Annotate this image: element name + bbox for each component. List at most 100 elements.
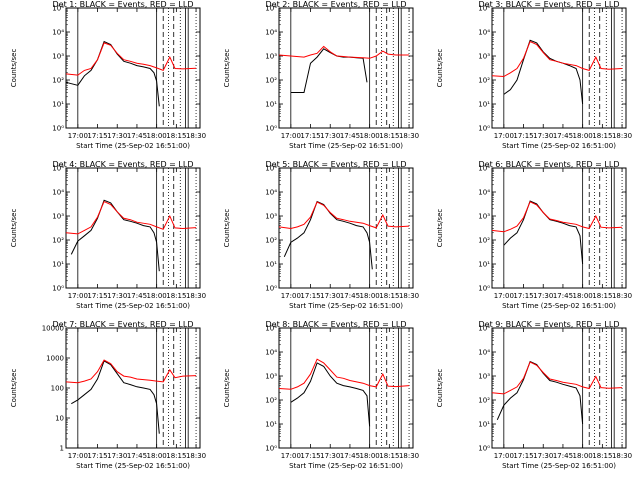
x-tick-label: 17:45	[127, 452, 147, 460]
y-tick-label: 10²	[478, 397, 490, 405]
y-tick-label: 10⁵	[478, 5, 490, 13]
x-tick-label: 18:00	[573, 132, 593, 140]
y-tick-label: 10000	[42, 325, 64, 333]
y-tick-label: 10⁴	[265, 189, 277, 197]
plot-frame	[491, 167, 627, 289]
x-tick-label: 18:00	[573, 452, 593, 460]
x-tick-label: 17:00	[68, 292, 88, 300]
series-lld-line	[491, 201, 623, 233]
y-tick-label: 10⁰	[52, 125, 64, 133]
detector-chart-5: Det 5: BLACK = Events, RED = LLD 10⁰ 10¹ 10…	[223, 160, 419, 310]
y-tick-label: 10⁵	[52, 5, 64, 13]
y-tick-label: 10²	[265, 237, 277, 245]
chart-title: Det 2: BLACK = Events, RED = LLD	[266, 0, 407, 9]
x-tick-label: 17:15	[300, 292, 320, 300]
x-tick-label: 18:15	[592, 132, 612, 140]
y-axis-label: Counts/sec	[10, 49, 18, 88]
x-tick-label: 18:00	[147, 132, 167, 140]
plot-frame	[491, 7, 627, 129]
x-tick-label: 18:30	[612, 452, 632, 460]
x-tick-label: 17:15	[300, 452, 320, 460]
y-axis-label: Counts/sec	[436, 49, 444, 88]
y-axis-label: Counts/sec	[10, 209, 18, 248]
y-tick-label: 10⁰	[265, 125, 277, 133]
chart-title: Det 5: BLACK = Events, RED = LLD	[266, 160, 407, 169]
x-tick-label: 17:30	[320, 132, 340, 140]
x-tick-label: 17:00	[494, 292, 514, 300]
y-tick-label: 10	[55, 415, 64, 423]
x-tick-label: 17:15	[513, 292, 533, 300]
plot-frame	[278, 7, 414, 129]
x-tick-label: 17:30	[320, 452, 340, 460]
x-axis-label: Start Time (25-Sep-02 16:51:00)	[502, 142, 616, 150]
x-tick-label: 17:00	[281, 132, 301, 140]
y-tick-label: 10²	[52, 237, 64, 245]
y-axis-label: Counts/sec	[436, 209, 444, 248]
x-tick-label: 17:15	[87, 132, 107, 140]
y-tick-label: 10¹	[265, 101, 277, 109]
y-tick-label: 10³	[52, 53, 64, 61]
y-axis-label: Counts/sec	[223, 369, 231, 408]
x-tick-label: 17:30	[107, 292, 127, 300]
plot-frame	[491, 327, 627, 449]
series-events-line	[283, 200, 373, 270]
x-tick-label: 18:30	[186, 452, 206, 460]
y-tick-label: 10⁰	[478, 445, 490, 453]
x-tick-label: 18:15	[166, 292, 186, 300]
series-lld-line	[65, 42, 197, 76]
x-tick-label: 18:00	[147, 292, 167, 300]
detector-chart-3: Det 3: BLACK = Events, RED = LLD 10⁰ 10¹ 10…	[436, 0, 632, 150]
plot-frame	[278, 167, 414, 289]
y-tick-label: 10⁵	[478, 325, 490, 333]
x-tick-label: 17:15	[513, 132, 533, 140]
y-tick-label: 10⁵	[265, 165, 277, 173]
y-tick-label: 10⁴	[265, 29, 277, 37]
series-lld-line	[491, 40, 623, 78]
x-tick-label: 18:15	[379, 132, 399, 140]
chart-title: Det 4: BLACK = Events, RED = LLD	[53, 160, 194, 169]
y-tick-label: 10⁵	[52, 165, 64, 173]
x-tick-label: 17:30	[107, 452, 127, 460]
series-events-line	[70, 199, 160, 272]
x-tick-label: 17:30	[533, 452, 553, 460]
x-axis-label: Start Time (25-Sep-02 16:51:00)	[76, 302, 190, 310]
x-tick-label: 18:30	[399, 132, 419, 140]
y-tick-label: 10¹	[478, 261, 490, 269]
x-tick-label: 17:00	[494, 452, 514, 460]
x-tick-label: 18:00	[360, 132, 380, 140]
x-tick-label: 18:30	[186, 132, 206, 140]
y-tick-label: 10³	[478, 53, 490, 61]
x-tick-label: 17:00	[68, 132, 88, 140]
x-axis-label: Start Time (25-Sep-02 16:51:00)	[502, 302, 616, 310]
x-tick-label: 17:45	[553, 292, 573, 300]
series-lld-line	[278, 358, 410, 390]
x-tick-label: 18:00	[147, 452, 167, 460]
x-tick-label: 17:30	[533, 132, 553, 140]
y-tick-label: 10⁴	[52, 29, 64, 37]
y-tick-label: 10⁰	[52, 285, 64, 293]
series-events-line	[503, 39, 584, 105]
x-tick-label: 18:15	[166, 132, 186, 140]
series-lld-line	[278, 45, 410, 59]
y-tick-label: 1000	[46, 355, 64, 363]
y-tick-label: 10⁴	[265, 349, 277, 357]
y-tick-label: 10¹	[265, 261, 277, 269]
x-tick-label: 18:15	[166, 452, 186, 460]
chart-title: Det 8: BLACK = Events, RED = LLD	[266, 320, 407, 329]
x-tick-label: 18:00	[360, 292, 380, 300]
x-tick-label: 18:00	[573, 292, 593, 300]
series-events-line	[290, 48, 368, 93]
y-tick-label: 10⁰	[265, 445, 277, 453]
chart-title: Det 1: BLACK = Events, RED = LLD	[53, 0, 194, 9]
detector-chart-1: Det 1: BLACK = Events, RED = LLD 10⁰ 10¹ 10…	[10, 0, 206, 150]
y-tick-label: 10¹	[52, 261, 64, 269]
x-tick-label: 18:15	[379, 292, 399, 300]
plot-frame	[278, 327, 414, 449]
plot-frame	[65, 167, 201, 289]
x-tick-label: 17:45	[127, 292, 147, 300]
x-axis-label: Start Time (25-Sep-02 16:51:00)	[289, 302, 403, 310]
chart-title: Det 6: BLACK = Events, RED = LLD	[479, 160, 620, 169]
detector-chart-4: Det 4: BLACK = Events, RED = LLD 10⁰ 10¹ 10…	[10, 160, 206, 310]
series-lld-line	[65, 359, 197, 384]
